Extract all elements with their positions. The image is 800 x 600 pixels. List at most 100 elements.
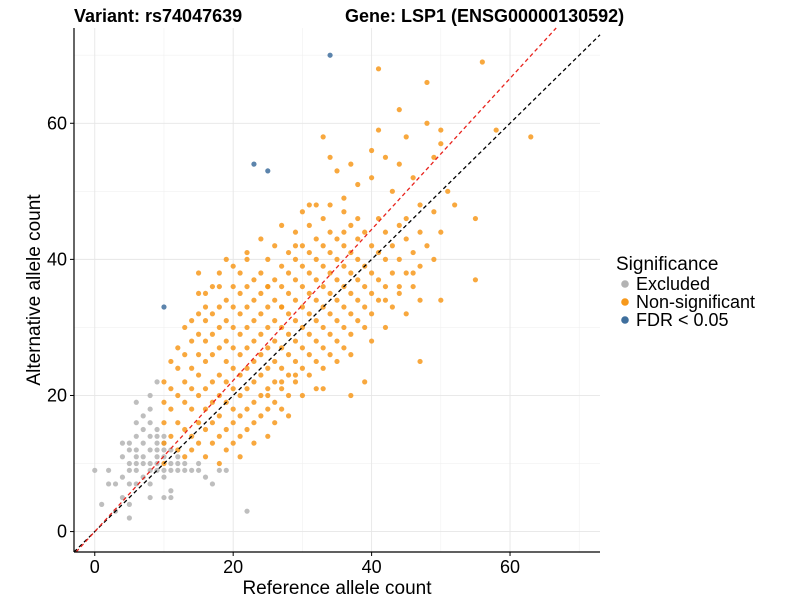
point-non-significant bbox=[265, 304, 271, 310]
point-non-significant bbox=[306, 270, 312, 276]
point-non-significant bbox=[382, 256, 389, 262]
point-non-significant bbox=[265, 433, 271, 439]
point-non-significant bbox=[244, 256, 250, 262]
point-non-significant bbox=[375, 277, 382, 283]
point-non-significant bbox=[265, 345, 271, 351]
point-non-significant bbox=[327, 202, 333, 208]
point-excluded bbox=[147, 447, 153, 453]
point-excluded bbox=[140, 413, 146, 419]
point-excluded bbox=[133, 481, 139, 487]
point-non-significant bbox=[431, 256, 437, 262]
point-non-significant bbox=[251, 277, 257, 283]
point-non-significant bbox=[244, 345, 250, 351]
point-non-significant bbox=[403, 215, 409, 222]
point-non-significant bbox=[189, 406, 195, 412]
point-non-significant bbox=[272, 358, 278, 365]
point-non-significant bbox=[209, 283, 216, 290]
point-non-significant bbox=[230, 324, 236, 331]
point-non-significant bbox=[341, 195, 347, 201]
point-excluded bbox=[175, 467, 181, 473]
point-excluded bbox=[168, 447, 174, 453]
point-non-significant bbox=[230, 440, 236, 446]
point-non-significant bbox=[202, 406, 209, 412]
point-non-significant bbox=[369, 147, 375, 154]
point-non-significant bbox=[292, 379, 299, 385]
point-non-significant bbox=[313, 236, 319, 242]
x-tick-label: 0 bbox=[90, 557, 100, 577]
point-non-significant bbox=[313, 202, 319, 208]
point-non-significant bbox=[168, 433, 174, 439]
point-non-significant bbox=[182, 324, 188, 331]
point-fdr-0-05 bbox=[161, 304, 167, 310]
point-non-significant bbox=[265, 283, 271, 290]
point-non-significant bbox=[237, 331, 243, 337]
point-excluded bbox=[182, 460, 188, 467]
point-excluded bbox=[133, 467, 139, 473]
point-non-significant bbox=[431, 209, 437, 215]
point-non-significant bbox=[299, 304, 305, 310]
point-non-significant bbox=[251, 420, 257, 426]
point-non-significant bbox=[189, 447, 195, 453]
point-non-significant bbox=[182, 379, 188, 385]
x-tick-label: 40 bbox=[362, 557, 382, 577]
point-non-significant bbox=[195, 270, 202, 276]
point-excluded bbox=[133, 399, 139, 405]
point-non-significant bbox=[272, 243, 278, 249]
point-non-significant bbox=[237, 290, 243, 297]
point-non-significant bbox=[348, 392, 354, 399]
point-non-significant bbox=[265, 256, 271, 262]
plot-panel: 0 20 40 60 0 20 40 60 bbox=[47, 27, 601, 577]
point-non-significant bbox=[195, 331, 202, 337]
point-non-significant bbox=[202, 454, 209, 460]
point-non-significant bbox=[348, 161, 354, 167]
point-excluded bbox=[154, 426, 160, 433]
point-non-significant bbox=[369, 290, 375, 297]
point-non-significant bbox=[161, 420, 167, 426]
point-excluded bbox=[112, 481, 119, 487]
point-non-significant bbox=[265, 324, 271, 331]
point-non-significant bbox=[216, 460, 222, 467]
point-non-significant bbox=[195, 392, 202, 399]
point-excluded bbox=[216, 467, 222, 473]
y-tick-label: 40 bbox=[47, 249, 67, 269]
point-non-significant bbox=[306, 331, 312, 337]
point-non-significant bbox=[202, 426, 209, 433]
point-non-significant bbox=[258, 236, 264, 242]
point-non-significant bbox=[209, 379, 216, 385]
point-excluded bbox=[223, 467, 229, 473]
point-non-significant bbox=[285, 392, 292, 399]
point-non-significant bbox=[244, 426, 250, 433]
point-non-significant bbox=[279, 406, 285, 412]
point-non-significant bbox=[223, 447, 229, 453]
point-non-significant bbox=[417, 229, 423, 235]
point-non-significant bbox=[244, 365, 250, 371]
point-non-significant bbox=[424, 243, 430, 249]
point-excluded bbox=[161, 474, 167, 480]
point-non-significant bbox=[223, 379, 229, 385]
point-excluded bbox=[126, 447, 132, 453]
point-non-significant bbox=[168, 406, 174, 412]
point-excluded bbox=[189, 467, 195, 473]
point-excluded bbox=[119, 454, 126, 460]
point-non-significant bbox=[279, 304, 285, 310]
point-non-significant bbox=[403, 236, 409, 242]
point-non-significant bbox=[320, 243, 326, 249]
point-non-significant bbox=[417, 297, 423, 303]
point-non-significant bbox=[341, 263, 347, 269]
point-excluded bbox=[133, 454, 139, 460]
point-non-significant bbox=[396, 256, 402, 262]
point-non-significant bbox=[327, 311, 333, 317]
point-non-significant bbox=[265, 365, 271, 371]
point-excluded bbox=[106, 467, 112, 473]
y-tick-label: 20 bbox=[47, 385, 67, 405]
point-non-significant bbox=[209, 311, 216, 317]
point-non-significant bbox=[237, 413, 243, 419]
point-excluded bbox=[147, 420, 153, 426]
point-non-significant bbox=[362, 229, 368, 235]
point-non-significant bbox=[216, 345, 222, 351]
point-non-significant bbox=[355, 297, 361, 303]
legend-label: FDR < 0.05 bbox=[636, 310, 729, 330]
point-excluded bbox=[154, 454, 160, 460]
point-non-significant bbox=[472, 215, 479, 222]
